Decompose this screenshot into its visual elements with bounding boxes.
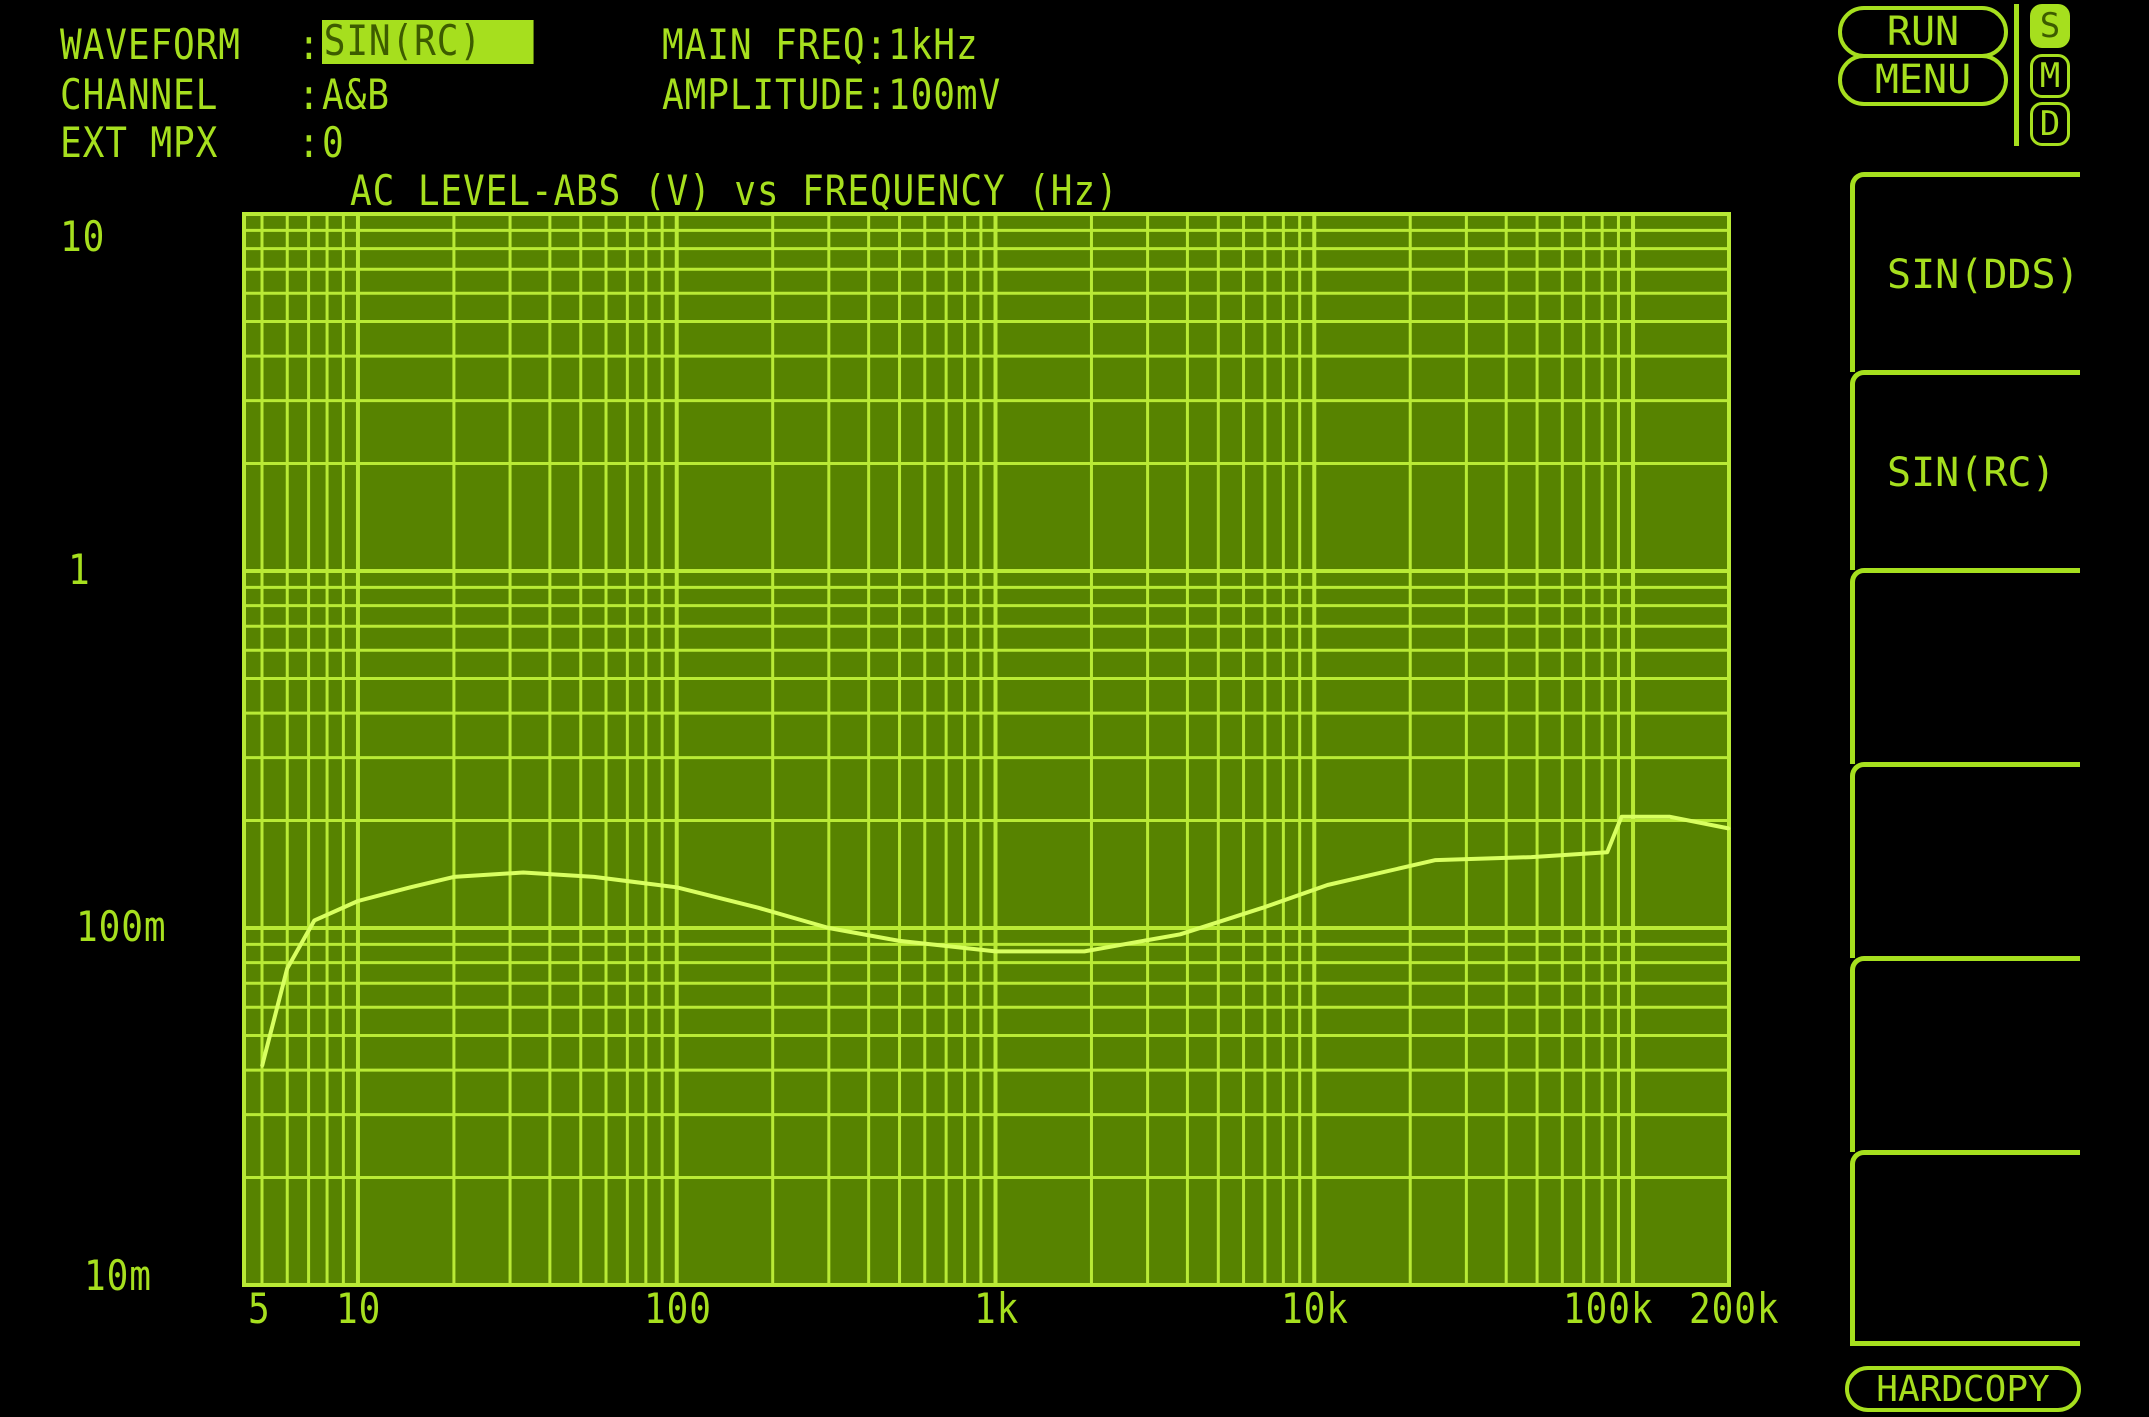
indicator-s: S bbox=[2030, 4, 2070, 48]
run-button[interactable]: RUN bbox=[1838, 6, 2008, 58]
trace-point bbox=[312, 918, 316, 922]
trace-point bbox=[827, 926, 831, 930]
channel-colon: : bbox=[298, 70, 321, 119]
trace-point bbox=[260, 1064, 264, 1068]
y-tick-label: 10m bbox=[84, 1251, 152, 1300]
waveform-colon: : bbox=[298, 20, 321, 69]
trace-point bbox=[592, 875, 596, 879]
trace-point bbox=[1433, 858, 1437, 862]
softkey-2[interactable]: SIN(RC) bbox=[1850, 370, 2080, 570]
extmpx-colon: : bbox=[298, 118, 321, 167]
waveform-label: WAVEFORM bbox=[60, 20, 241, 69]
y-tick-label: 1 bbox=[68, 545, 91, 594]
extmpx-label: EXT MPX bbox=[60, 118, 219, 167]
channel-label: CHANNEL bbox=[60, 70, 219, 119]
softkey-1-label: SIN(DDS) bbox=[1887, 251, 2080, 298]
x-tick-label: 200k bbox=[1689, 1284, 1780, 1333]
trace-point bbox=[994, 949, 997, 953]
softkey-3[interactable] bbox=[1850, 568, 2080, 764]
amplitude: AMPLITUDE:100mV bbox=[662, 70, 1002, 119]
extmpx-value: 0 bbox=[322, 118, 345, 167]
x-tick-label: 10 bbox=[335, 1284, 382, 1333]
trace-point bbox=[1178, 932, 1182, 936]
chart-title: AC LEVEL-ABS (V) vs FREQUENCY (Hz) bbox=[350, 166, 1119, 215]
softkey-6[interactable] bbox=[1850, 1150, 2080, 1346]
trace-point bbox=[1082, 949, 1086, 953]
softkey-4[interactable] bbox=[1850, 762, 2080, 958]
trace-point bbox=[1325, 883, 1329, 887]
softkey-5[interactable] bbox=[1850, 956, 2080, 1152]
softkey-1[interactable]: SIN(DDS) bbox=[1850, 172, 2080, 372]
indicator-d: D bbox=[2030, 102, 2070, 146]
trace-point bbox=[521, 871, 525, 875]
x-tick-label: 1k bbox=[973, 1284, 1019, 1333]
trace-point bbox=[1529, 855, 1533, 859]
trace-point bbox=[675, 885, 679, 889]
trace-point bbox=[452, 875, 456, 879]
y-tick-label: 100m bbox=[76, 902, 167, 951]
trace-point bbox=[285, 967, 289, 971]
trace-point bbox=[356, 899, 360, 903]
trace-point bbox=[1261, 906, 1265, 910]
trace-point bbox=[1667, 815, 1671, 819]
plot-border bbox=[242, 212, 1731, 1287]
channel-value: A&B bbox=[322, 70, 390, 119]
trace-point bbox=[1605, 850, 1609, 854]
menu-button[interactable]: MENU bbox=[1838, 54, 2008, 106]
divider bbox=[2014, 4, 2019, 146]
plot-background bbox=[244, 214, 1729, 1285]
hardcopy-button[interactable]: HARDCOPY bbox=[1845, 1366, 2081, 1412]
trace-point bbox=[1619, 815, 1623, 819]
trace-point bbox=[898, 939, 902, 943]
trace-point bbox=[1727, 826, 1731, 830]
x-tick-label: 10k bbox=[1281, 1284, 1350, 1333]
trace-point bbox=[408, 885, 412, 889]
x-tick-label: 100 bbox=[643, 1284, 712, 1333]
main-freq: MAIN FREQ:1kHz bbox=[662, 20, 979, 69]
softkey-2-label: SIN(RC) bbox=[1887, 449, 2056, 496]
y-tick-label: 10 bbox=[60, 212, 106, 261]
indicator-m: M bbox=[2030, 54, 2070, 98]
x-tick-label: 5 bbox=[248, 1284, 271, 1333]
trace-point bbox=[756, 906, 760, 910]
x-tick-label: 100k bbox=[1563, 1284, 1654, 1333]
waveform-value[interactable]: SIN(RC) bbox=[322, 20, 534, 64]
